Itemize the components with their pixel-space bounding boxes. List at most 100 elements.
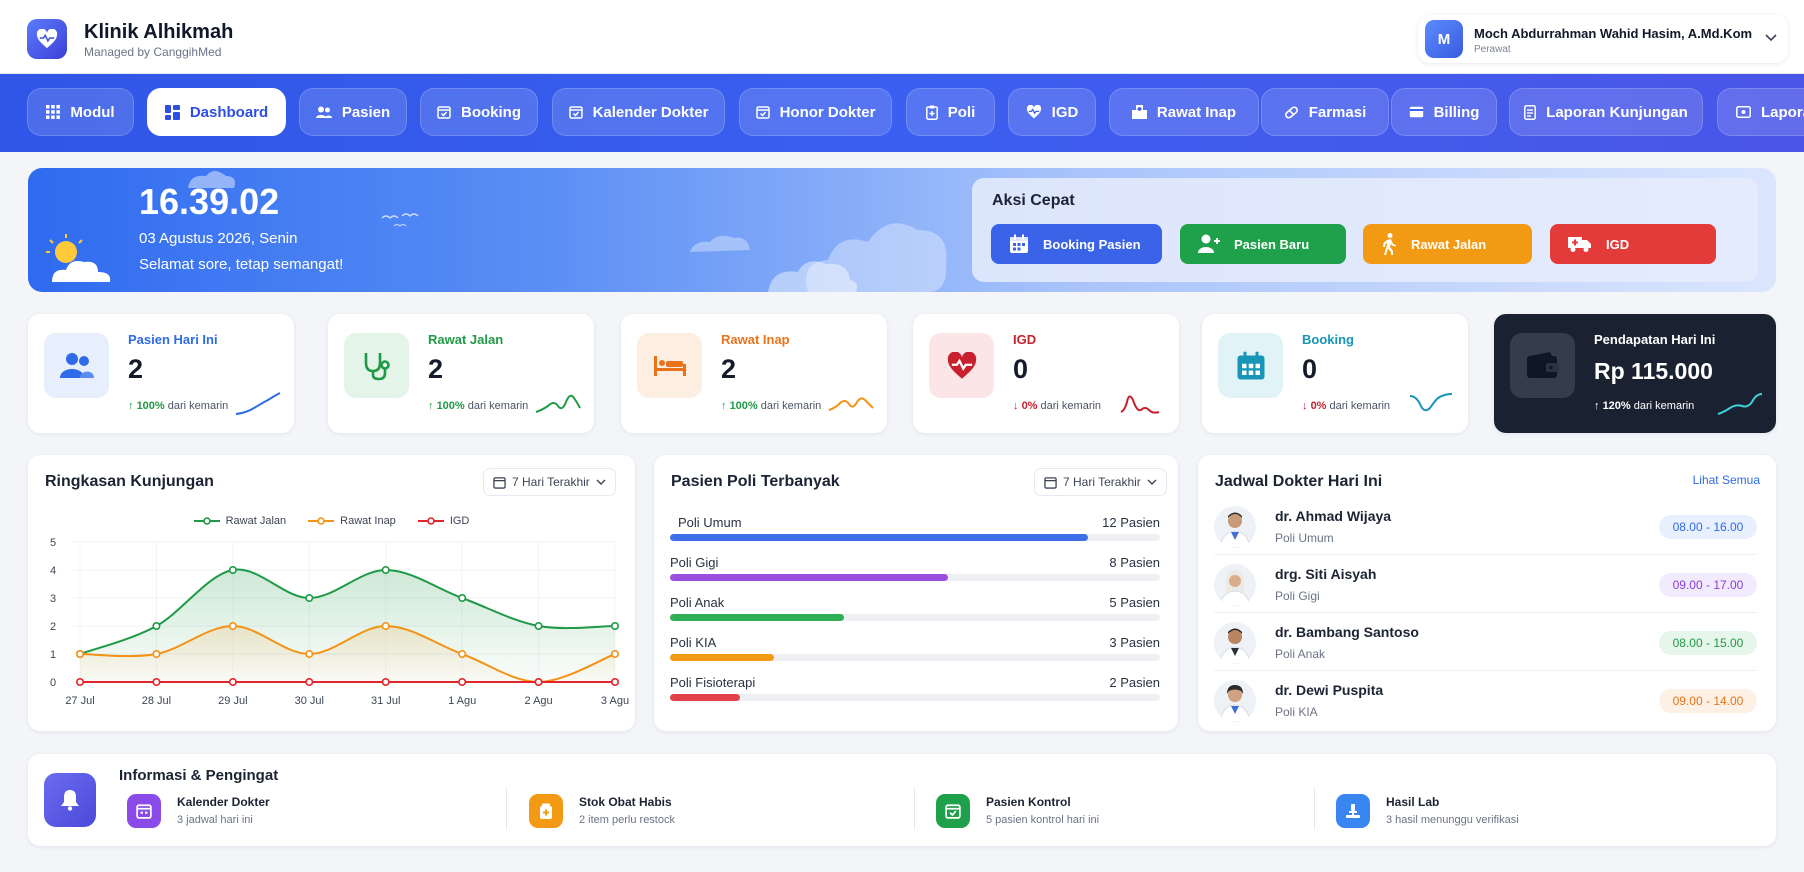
nav-pasien[interactable]: Pasien xyxy=(299,88,407,136)
y-tick-label: 3 xyxy=(50,593,56,605)
nav-label: Laporan Kunjungan xyxy=(1546,103,1688,121)
nav-igd[interactable]: IGD xyxy=(1008,88,1096,136)
stat-card-pendapatan[interactable]: Pendapatan Hari Ini Rp 115.000 ↑ 120% da… xyxy=(1494,314,1776,433)
data-point xyxy=(458,594,467,603)
sparkline xyxy=(235,392,281,415)
bed-icon xyxy=(653,355,686,376)
stat-label: Rawat Jalan xyxy=(428,332,504,347)
x-tick-label: 30 Jul xyxy=(295,695,324,707)
quick-action-label: IGD xyxy=(1606,236,1630,252)
nav-booking[interactable]: Booking xyxy=(420,88,538,136)
doctor-time-badge: 08.00 - 16.00 xyxy=(1659,515,1757,539)
user-plus-icon xyxy=(1198,234,1220,253)
panel-title: Jadwal Dokter Hari Ini xyxy=(1215,473,1383,490)
info-icon-box xyxy=(529,794,563,828)
nav-rawat-inap[interactable]: Rawat Inap xyxy=(1109,88,1259,136)
data-point xyxy=(152,650,161,659)
user-menu[interactable]: M Moch Abdurrahman Wahid Hasim, A.Md.Kom… xyxy=(1418,15,1788,63)
nav-label: Honor Dokter xyxy=(779,103,876,121)
quick-action-label: Pasien Baru xyxy=(1234,236,1310,252)
calendar-icon xyxy=(568,106,583,119)
nav-laporan[interactable]: Lapora xyxy=(1717,88,1804,136)
data-point xyxy=(458,650,467,659)
clinic-subtitle: Managed by CanggihMed xyxy=(84,45,222,59)
info-desc: 2 item perlu restock xyxy=(579,814,675,826)
doctor-photo xyxy=(1219,512,1251,548)
doctor-time-badge: 09.00 - 17.00 xyxy=(1659,573,1757,597)
doctor-row[interactable]: dr. Ahmad Wijaya Poli Umum 08.00 - 16.00 xyxy=(1214,498,1757,555)
legend-marker xyxy=(417,517,444,525)
stat-label: Pendapatan Hari Ini xyxy=(1594,332,1716,347)
x-tick-label: 27 Jul xyxy=(65,695,94,707)
see-all-link[interactable]: Lihat Semua xyxy=(1692,473,1760,487)
data-point xyxy=(152,622,161,631)
booking-pasien-button[interactable]: Booking Pasien xyxy=(991,224,1162,264)
nav-dashboard[interactable]: Dashboard xyxy=(147,88,286,136)
poli-row: Poli Gigi 8 Pasien xyxy=(670,555,1160,589)
doctor-name: drg. Siti Aisyah xyxy=(1275,566,1377,582)
quick-actions-panel: Aksi Cepat Booking Pasien Pasien Baru Ra… xyxy=(972,178,1758,282)
doctor-photo xyxy=(1219,570,1251,606)
stat-card-pasien[interactable]: Pasien Hari Ini 2 ↑ 100% dari kemarin xyxy=(28,314,294,433)
poli-name: Poli KIA xyxy=(670,635,717,650)
stat-card-rawat-jalan[interactable]: Rawat Jalan 2 ↑ 100% dari kemarin xyxy=(328,314,594,433)
weather-sun-icon xyxy=(46,234,111,282)
doctor-time-badge: 08.00 - 15.00 xyxy=(1659,631,1757,655)
data-point xyxy=(305,650,314,659)
doctor-name: dr. Bambang Santoso xyxy=(1275,624,1419,640)
range-label: 7 Hari Terakhir xyxy=(1063,475,1141,489)
igd-button[interactable]: IGD xyxy=(1550,224,1716,264)
stat-card-igd[interactable]: IGD 0 ↓ 0% dari kemarin xyxy=(913,314,1179,433)
clipboard-icon xyxy=(925,105,938,120)
info-desc: 5 pasien kontrol hari ini xyxy=(986,814,1100,826)
doctor-poli: Poli Gigi xyxy=(1275,589,1320,603)
data-point xyxy=(75,650,84,659)
stat-label: IGD xyxy=(1013,332,1037,347)
range-select[interactable]: 7 Hari Terakhir xyxy=(1034,468,1167,496)
stat-card-booking[interactable]: Booking 0 ↓ 0% dari kemarin xyxy=(1202,314,1468,433)
nav-kalender-dokter[interactable]: Kalender Dokter xyxy=(552,88,725,136)
range-select[interactable]: 7 Hari Terakhir xyxy=(483,468,616,496)
nav-laporan-kunjungan[interactable]: Laporan Kunjungan xyxy=(1509,88,1703,136)
info-reminders-panel: Informasi & Pengingat Kalender Dokter 3 … xyxy=(28,754,1776,846)
pasien-baru-button[interactable]: Pasien Baru xyxy=(1180,224,1346,264)
x-tick-label: 31 Jul xyxy=(371,695,400,707)
stat-icon-box xyxy=(1510,333,1575,398)
nav-billing[interactable]: Billing xyxy=(1391,88,1497,136)
doctor-row[interactable]: dr. Dewi Puspita Poli KIA 09.00 - 14.00 xyxy=(1214,672,1757,729)
legend-label: Rawat Inap xyxy=(340,515,396,527)
panel-title: Ringkasan Kunjungan xyxy=(45,473,214,490)
heart-icon xyxy=(1026,105,1041,119)
data-point xyxy=(152,678,161,687)
stat-label: Rawat Inap xyxy=(721,332,790,347)
doctor-name: dr. Ahmad Wijaya xyxy=(1275,508,1392,524)
info-icon-box xyxy=(936,794,970,828)
doctor-row[interactable]: dr. Bambang Santoso Poli Anak 08.00 - 15… xyxy=(1214,614,1757,671)
nav-modul[interactable]: Modul xyxy=(27,88,134,136)
stat-label: Booking xyxy=(1302,332,1354,347)
poli-bar-track xyxy=(670,614,1160,621)
stat-delta: ↓ 0% dari kemarin xyxy=(1013,400,1102,412)
clinic-logo[interactable] xyxy=(27,19,67,59)
poli-bar-track xyxy=(670,654,1160,661)
doctor-row[interactable]: drg. Siti Aisyah Poli Gigi 09.00 - 17.00 xyxy=(1214,556,1757,613)
data-point xyxy=(458,678,467,687)
card-icon xyxy=(1409,106,1423,118)
walking-icon xyxy=(1383,233,1396,255)
nav-label: Lapora xyxy=(1761,103,1804,121)
stat-delta: ↑ 120% dari kemarin xyxy=(1594,400,1695,412)
poli-row: Poli KIA 3 Pasien xyxy=(670,635,1160,669)
stat-icon-box xyxy=(1218,333,1283,398)
money-icon xyxy=(1736,106,1751,118)
stat-card-rawat-inap[interactable]: Rawat Inap 2 ↑ 100% dari kemarin xyxy=(621,314,887,433)
data-point xyxy=(610,650,619,659)
rawat-jalan-button[interactable]: Rawat Jalan xyxy=(1363,224,1532,264)
nav-farmasi[interactable]: Farmasi xyxy=(1261,88,1389,136)
nav-honor-dokter[interactable]: Honor Dokter xyxy=(739,88,892,136)
data-point xyxy=(534,622,543,631)
x-tick-label: 3 Agu xyxy=(601,695,629,707)
grid-icon xyxy=(46,105,61,119)
nav-poli[interactable]: Poli xyxy=(906,88,995,136)
poli-bar-fill xyxy=(670,574,949,581)
doctor-schedule-panel: Jadwal Dokter Hari Ini Lihat Semua dr. A… xyxy=(1198,455,1776,731)
